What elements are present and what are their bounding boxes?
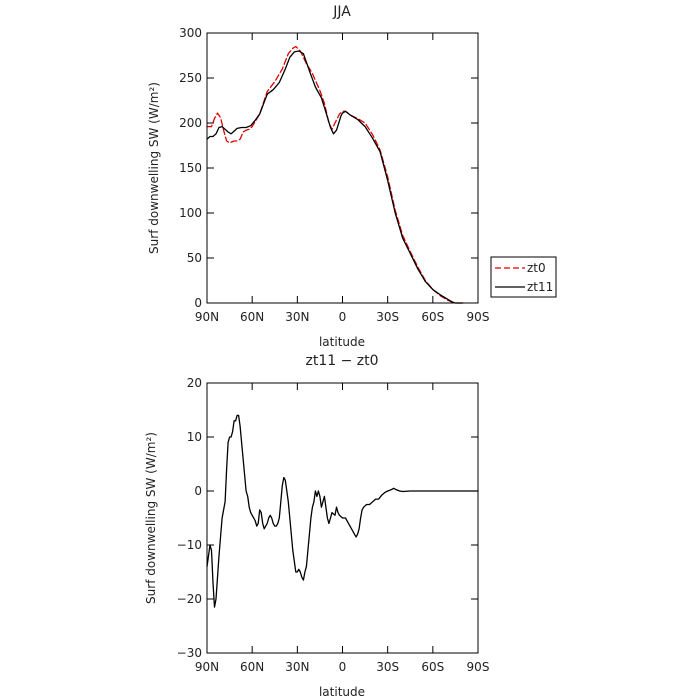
plot-frame-bottom — [206, 382, 479, 654]
top-xtick-labels: 90N 60N 30N 0 30S 60S 90S — [195, 310, 490, 324]
xtick-label: 90S — [467, 660, 490, 674]
xtick-label: 90N — [195, 660, 219, 674]
xtick-label: 60N — [240, 310, 264, 324]
xtick-label: 0 — [339, 310, 347, 324]
series-line-zt0 — [206, 45, 464, 304]
legend-label-zt0: zt0 — [527, 261, 546, 275]
top-ticks — [206, 32, 479, 304]
xtick-label: 30S — [376, 660, 399, 674]
ytick-label: 150 — [179, 161, 202, 175]
ylabel-bottom: Surf downwelling SW (W/m²) — [144, 432, 158, 604]
bottom-ytick-labels: −30 −20 −10 0 10 20 — [177, 376, 202, 660]
ytick-label: 200 — [179, 116, 202, 130]
bottom-series — [206, 414, 479, 608]
series-line-zt11 — [206, 50, 464, 304]
series-line-diff-0 — [206, 414, 479, 608]
plot-frame-top — [206, 32, 479, 304]
top-series — [206, 45, 464, 304]
title-bottom: zt11 − zt0 — [305, 353, 378, 369]
ylabel-top: Surf downwelling SW (W/m²) — [147, 82, 161, 254]
xtick-label: 60S — [421, 310, 444, 324]
panel-bottom: zt11 − zt0 −30 −20 −10 0 10 20 90N 60N 30N 0 30S 6… — [144, 353, 489, 699]
legend: zt0 zt11 — [490, 256, 557, 298]
xlabel-top: latitude — [319, 335, 365, 349]
xtick-label: 60S — [421, 660, 444, 674]
title-top: JJA — [332, 4, 351, 20]
ytick-label: 0 — [194, 484, 202, 498]
xtick-label: 90S — [467, 310, 490, 324]
ytick-label: −20 — [177, 592, 202, 606]
xlabel-bottom: latitude — [319, 685, 365, 699]
ytick-label: 250 — [179, 71, 202, 85]
legend-box — [490, 256, 557, 298]
xtick-label: 30S — [376, 310, 399, 324]
ytick-label: 300 — [179, 26, 202, 40]
xtick-label: 90N — [195, 310, 219, 324]
ytick-label: 100 — [179, 206, 202, 220]
ytick-label: 10 — [187, 430, 202, 444]
top-ytick-labels: 0 50 100 150 200 250 300 — [179, 26, 202, 310]
ytick-label: 50 — [187, 251, 202, 265]
bottom-xtick-labels: 90N 60N 30N 0 30S 60S 90S — [195, 660, 490, 674]
legend-label-zt11: zt11 — [527, 280, 553, 294]
ytick-label: −10 — [177, 538, 202, 552]
ytick-label: −30 — [177, 646, 202, 660]
ytick-label: 20 — [187, 376, 202, 390]
xtick-label: 0 — [339, 660, 347, 674]
xtick-label: 60N — [240, 660, 264, 674]
xtick-label: 30N — [285, 310, 309, 324]
xtick-label: 30N — [285, 660, 309, 674]
ytick-label: 0 — [194, 296, 202, 310]
